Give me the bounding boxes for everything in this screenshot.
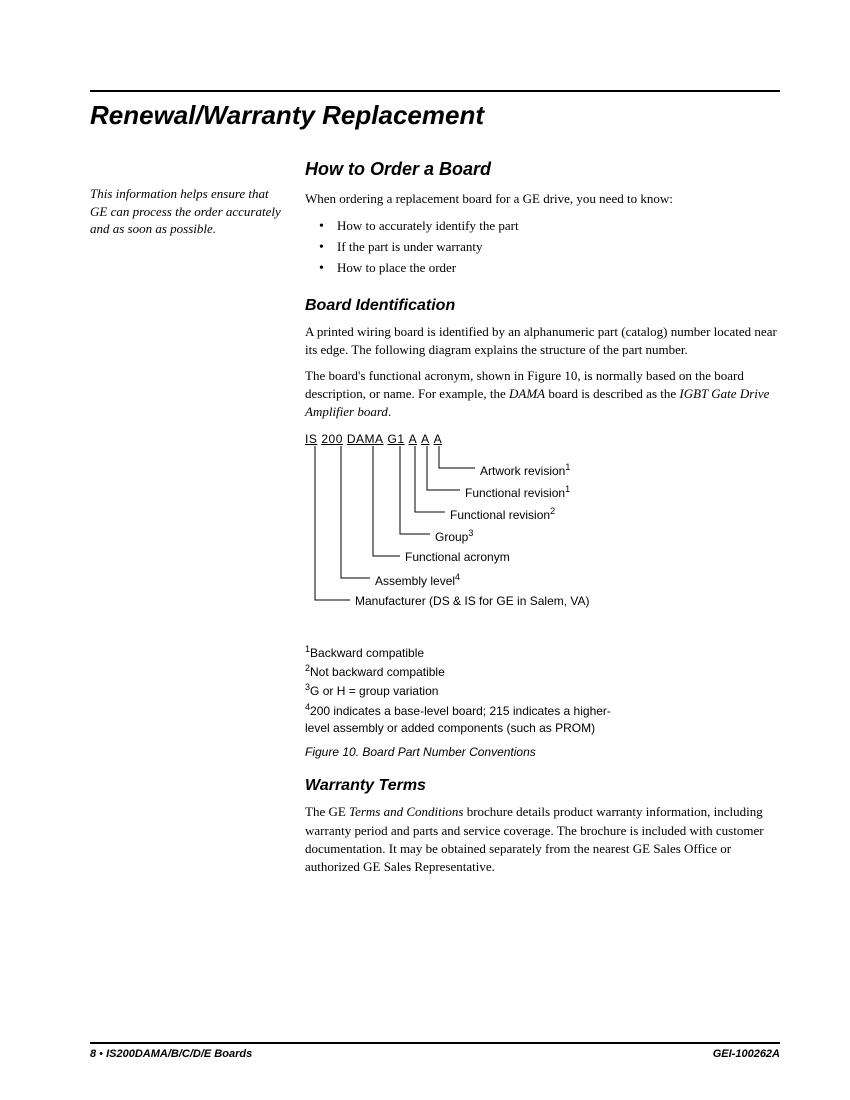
text: The GE [305,804,349,819]
text: board is described as the [545,386,679,401]
text: Backward compatible [310,646,424,660]
footer-row: 8 • IS200DAMA/B/C/D/E Boards GEI-100262A [90,1048,780,1060]
footer-left: 8 • IS200DAMA/B/C/D/E Boards [90,1048,252,1060]
warranty-text: The GE Terms and Conditions brochure det… [305,803,780,876]
page-footer: 8 • IS200DAMA/B/C/D/E Boards GEI-100262A [90,1042,780,1060]
page-title: Renewal/Warranty Replacement [90,100,780,131]
order-bullets: How to accurately identify the part If t… [319,216,780,278]
bullet-item: If the part is under warranty [319,237,780,258]
diagram-label: Manufacturer (DS & IS for GE in Salem, V… [355,594,590,608]
page: Renewal/Warranty Replacement This inform… [0,0,850,1100]
text: 200 [310,704,330,718]
figure-caption: Figure 10. Board Part Number Conventions [305,745,780,759]
diagram-label: Group3 [435,528,473,544]
board-id-p2: The board's functional acronym, shown in… [305,367,780,422]
footnote: 2Not backward compatible [305,662,780,681]
text-italic: DAMA [509,386,545,401]
footnote: 4200 indicates a base-level board; 215 i… [305,701,625,738]
sep: • [96,1048,106,1060]
text: = group variation [345,684,438,698]
heading-board-id: Board Identification [305,297,780,315]
footnote: 1Backward compatible [305,643,780,662]
diagram-label: Functional acronym [405,550,510,564]
part-number-diagram: IS200DAMAG1AAA Artwork revision1Function… [305,432,780,637]
side-column: This information helps ensure that GE ca… [90,159,285,884]
footnotes: 1Backward compatible 2Not backward compa… [305,643,780,738]
footer-right: GEI-100262A [713,1048,780,1060]
side-note: This information helps ensure that GE ca… [90,185,285,238]
doc-id: GEI-100262A [713,1048,780,1060]
main-column: How to Order a Board When ordering a rep… [305,159,780,884]
diagram-label: Assembly level4 [375,572,460,588]
footnote: 3G or H = group variation [305,681,780,700]
text-italic: Terms and Conditions [349,804,463,819]
intro-text: When ordering a replacement board for a … [305,190,780,208]
heading-warranty: Warranty Terms [305,777,780,795]
bullet-item: How to accurately identify the part [319,216,780,237]
diagram-label: Functional revision2 [450,506,555,522]
diagram-label: Functional revision1 [465,484,570,500]
text: indicates a base-level board; [330,704,489,718]
text: . [388,404,391,419]
top-rule [90,90,780,92]
doc-name: IS200DAMA/B/C/D/E Boards [106,1048,252,1060]
text: Not backward compatible [310,665,445,679]
footer-rule [90,1042,780,1044]
text: 215 [489,704,509,718]
text: or [319,684,336,698]
bullet-item: How to place the order [319,258,780,279]
diagram-label: Artwork revision1 [480,462,570,478]
board-id-p1: A printed wiring board is identified by … [305,323,780,359]
text: G [310,684,319,698]
heading-how-to-order: How to Order a Board [305,159,780,180]
content-columns: This information helps ensure that GE ca… [90,159,780,884]
